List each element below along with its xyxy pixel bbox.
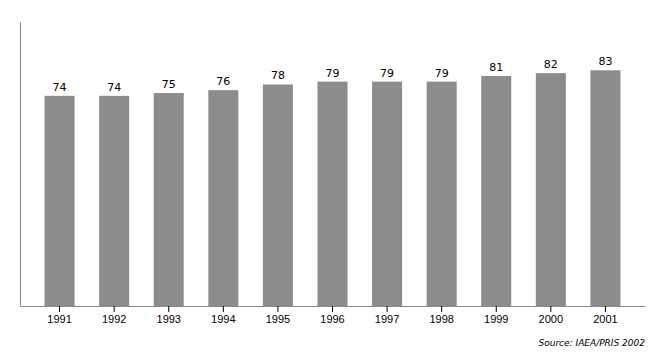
x-tick-label: 1999 <box>484 313 508 325</box>
x-tick-label: 1994 <box>211 313 235 325</box>
x-tick-label: 1997 <box>375 313 399 325</box>
x-tick-label: 2001 <box>593 313 617 325</box>
bar <box>208 90 238 306</box>
bar <box>154 93 184 306</box>
x-tick-mark <box>605 306 606 312</box>
data-label: 74 <box>53 81 67 94</box>
x-axis: 1991 1992 1993 1994 1995 1996 1997 1998 1999 2000… <box>21 306 646 325</box>
x-tick-mark <box>496 306 497 312</box>
data-label: 74 <box>107 81 121 94</box>
x-tick-mark <box>387 306 388 312</box>
x-tick: 1997 <box>375 306 399 325</box>
y-axis <box>20 23 21 307</box>
bar <box>427 82 457 306</box>
annotation: Source: IAEA/PRIS 2002 <box>538 338 645 348</box>
x-tick: 1991 <box>47 306 71 325</box>
data-label: 79 <box>326 67 340 80</box>
x-tick-mark <box>550 306 551 312</box>
x-tick-mark <box>277 306 278 312</box>
bars <box>45 70 621 306</box>
data-labels: 74 74 75 76 78 79 79 79 81 82 83 <box>53 55 613 94</box>
x-tick-label: 1995 <box>266 313 290 325</box>
x-tick: 1995 <box>266 306 290 325</box>
x-tick: 2000 <box>539 306 563 325</box>
y-axis-line <box>20 23 21 307</box>
x-tick: 1998 <box>429 306 453 325</box>
x-tick: 1992 <box>102 306 126 325</box>
x-tick-label: 1991 <box>47 313 71 325</box>
data-label: 79 <box>380 67 394 80</box>
x-tick: 1996 <box>320 306 344 325</box>
x-tick: 1993 <box>157 306 181 325</box>
x-tick-mark <box>332 306 333 312</box>
bar <box>45 96 75 306</box>
x-tick-label: 1998 <box>429 313 453 325</box>
bar <box>99 96 129 306</box>
chart: 1991 1992 1993 1994 1995 1996 1997 1998 1999 2000… <box>0 0 661 352</box>
bar <box>536 73 566 306</box>
x-tick-mark <box>441 306 442 312</box>
bar <box>481 76 511 306</box>
bar <box>263 84 293 306</box>
x-tick-mark <box>59 306 60 312</box>
data-label: 75 <box>162 78 176 91</box>
bar <box>317 82 347 306</box>
x-tick-mark <box>168 306 169 312</box>
x-tick-mark <box>114 306 115 312</box>
data-label: 81 <box>489 61 503 74</box>
x-tick-label: 1992 <box>102 313 126 325</box>
x-tick-mark <box>223 306 224 312</box>
x-tick-label: 1996 <box>320 313 344 325</box>
data-label: 78 <box>271 69 285 82</box>
x-tick: 1994 <box>211 306 235 325</box>
bar <box>372 82 402 306</box>
x-tick-label: 1993 <box>157 313 181 325</box>
data-label: 83 <box>598 55 612 68</box>
data-label: 79 <box>435 67 449 80</box>
data-label: 76 <box>216 75 230 88</box>
x-tick-label: 2000 <box>539 313 563 325</box>
bar <box>590 70 620 306</box>
data-label: 82 <box>544 58 558 71</box>
plot: 1991 1992 1993 1994 1995 1996 1997 1998 1999 2000… <box>21 23 646 325</box>
x-tick: 1999 <box>484 306 508 325</box>
x-tick: 2001 <box>593 306 617 325</box>
